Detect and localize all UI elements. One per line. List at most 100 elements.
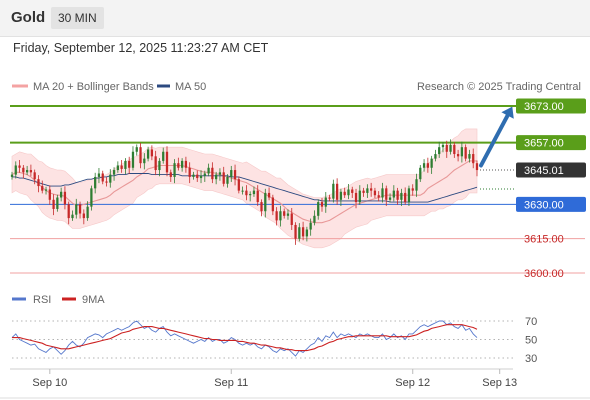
candle-body: [343, 191, 346, 196]
timeframe-button[interactable]: 30 MIN: [51, 7, 104, 29]
candle-body: [82, 213, 85, 219]
candle-body: [411, 188, 414, 191]
candle-body: [328, 197, 331, 199]
candle-body: [335, 183, 339, 200]
candle-body: [267, 192, 271, 198]
bollinger-band-area: [11, 128, 478, 249]
candle-body: [283, 211, 286, 216]
candle-body: [453, 144, 456, 155]
candle-body: [222, 172, 225, 184]
candle-body: [245, 190, 248, 196]
candle-body: [226, 176, 229, 184]
candle-body: [124, 160, 127, 169]
candle-body: [332, 183, 335, 199]
symbol-title: Gold: [11, 9, 46, 26]
candle-body: [211, 167, 214, 180]
candle-body: [48, 189, 51, 200]
candle-body: [105, 181, 108, 183]
candle-body: [475, 163, 479, 171]
candle-body: [404, 192, 407, 203]
candle-body: [75, 204, 78, 215]
candle-body: [456, 154, 460, 157]
candle-body: [188, 167, 191, 177]
level-label-box: [516, 135, 586, 151]
candle-body: [63, 191, 67, 205]
candle-body: [97, 173, 101, 177]
candle-body: [301, 227, 305, 237]
rsi-tick-label: 50: [525, 335, 537, 347]
candle-body: [396, 190, 399, 200]
candle-body: [86, 206, 89, 219]
candle-body: [362, 190, 365, 193]
ma50-line: [12, 173, 478, 203]
level-label-text: 3615.00: [524, 234, 564, 246]
candle-body: [252, 190, 256, 195]
candle-body: [464, 147, 467, 159]
candle-body: [373, 190, 377, 196]
candle-body: [279, 211, 282, 221]
candle-body: [294, 224, 297, 239]
candle-body: [203, 173, 206, 176]
level-label-box: [516, 196, 586, 212]
level-label-box: [516, 98, 586, 114]
forecast-arrow-head: [501, 106, 514, 119]
level-label-text: 3630.00: [524, 199, 564, 211]
candle-body: [305, 229, 309, 237]
candle-body: [320, 202, 324, 207]
candle-body: [422, 163, 426, 168]
candle-body: [207, 167, 210, 174]
candle-body: [56, 197, 59, 209]
candle-body: [381, 188, 384, 198]
forecast-arrow-shaft: [479, 110, 511, 168]
timestamp: Friday, September 12, 2025 11:23:27 AM C…: [13, 41, 269, 55]
candle-body: [351, 189, 354, 193]
candle-body: [78, 204, 82, 214]
candle-body: [173, 163, 176, 177]
bollinger-bands: [11, 128, 478, 249]
candle-body: [339, 191, 343, 200]
ma50-legend-label: MA 50: [175, 81, 206, 93]
candle-body: [309, 222, 312, 230]
candle-body: [14, 165, 17, 175]
candle-body: [286, 213, 290, 216]
candle-body: [260, 202, 263, 212]
forecast-arrow: [479, 106, 514, 168]
candle-body: [271, 197, 274, 212]
rsi-panel: 70 50 30: [11, 316, 537, 365]
candle-body: [392, 190, 395, 198]
candle-body: [112, 170, 116, 175]
candle-body: [67, 204, 70, 219]
candle-body: [347, 189, 350, 196]
candle-body: [290, 213, 293, 225]
candle-body: [143, 158, 146, 164]
candle-body: [415, 179, 418, 191]
candle-body: [33, 172, 36, 180]
candle-body: [426, 163, 429, 168]
candle-body: [10, 174, 14, 177]
candle-body: [41, 186, 44, 191]
candle-body: [37, 179, 40, 187]
candle-body: [60, 191, 63, 198]
x-tick-label: Sep 12: [395, 377, 430, 389]
candle-body: [354, 192, 358, 203]
candle-body: [120, 165, 123, 169]
candle-body: [180, 160, 184, 168]
candle-body: [249, 194, 252, 196]
candle-body: [377, 195, 380, 198]
candle-body: [388, 197, 392, 200]
candle-body: [146, 149, 150, 159]
candle-body: [22, 167, 25, 173]
candle-body: [385, 188, 388, 200]
candle-body: [472, 154, 475, 164]
rsi-legend-label: RSI: [33, 294, 51, 306]
level-label-text: 3645.01: [524, 165, 564, 177]
candle-body: [44, 189, 48, 191]
candle-body: [165, 151, 169, 173]
candle-body: [317, 202, 320, 216]
candle-body: [71, 214, 74, 219]
candle-body: [94, 176, 97, 189]
level-label-text: 3657.00: [524, 138, 564, 150]
candle-body: [434, 154, 437, 159]
candle-body: [241, 190, 244, 192]
candle-body: [370, 188, 373, 191]
